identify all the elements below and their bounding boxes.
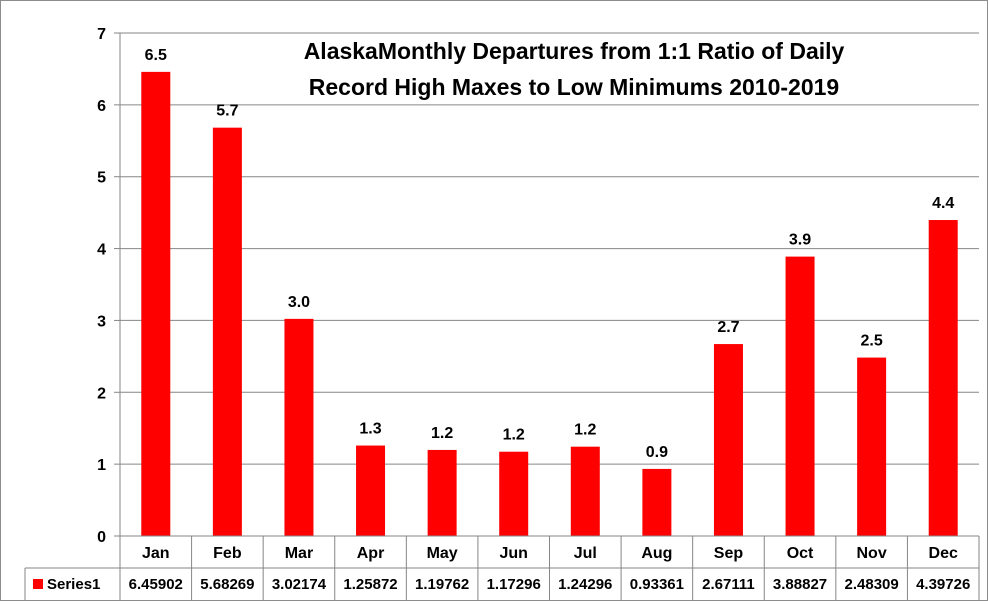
bar-nov (857, 357, 887, 536)
gridlines (120, 32, 979, 465)
table-value-cell: 3.88827 (773, 576, 827, 593)
chart-title-line-2: Record High Maxes to Low Minimums 2010-2… (309, 74, 839, 100)
bar-dec (928, 220, 958, 537)
category-label: Jul (574, 545, 597, 562)
table-value-cell: 6.45902 (129, 576, 183, 593)
bars (141, 71, 958, 537)
y-tick-label: 2 (97, 385, 106, 402)
data-label: 0.9 (646, 444, 668, 461)
category-label: Feb (213, 545, 242, 562)
data-label: 5.7 (216, 103, 238, 120)
chart-title: AlaskaMonthly Departures from 1:1 Ratio … (304, 38, 845, 100)
category-label: May (427, 545, 458, 562)
y-tick-label: 1 (97, 457, 106, 474)
bar-mar (284, 318, 314, 536)
y-tick-label: 4 (97, 242, 106, 259)
category-label: Jun (499, 545, 527, 562)
data-label: 2.7 (717, 319, 739, 336)
data-label: 1.2 (503, 427, 525, 444)
data-label: 1.2 (574, 422, 596, 439)
category-label: Mar (285, 545, 313, 562)
data-label: 4.4 (932, 195, 954, 212)
category-label: Oct (787, 545, 814, 562)
data-label: 6.5 (145, 47, 167, 64)
data-label: 1.2 (431, 425, 453, 442)
data-label: 2.5 (861, 333, 883, 350)
y-tick-label: 5 (97, 170, 106, 187)
table-value-cell: 1.24296 (558, 576, 612, 593)
table-value-cell: 1.19762 (415, 576, 469, 593)
category-label: Apr (357, 545, 385, 562)
data-label: 3.0 (288, 294, 310, 311)
bar-jun (499, 451, 529, 536)
legend-swatch (33, 579, 43, 589)
table-value-cell: 5.68269 (200, 576, 254, 593)
table-value-cell: 2.48309 (845, 576, 899, 593)
bar-apr (356, 445, 386, 536)
y-tick-label: 0 (97, 529, 106, 546)
category-label: Nov (857, 545, 887, 562)
table-value-cell: 4.39726 (916, 576, 970, 593)
bar-sep (713, 344, 743, 536)
data-labels: 6.5 5.7 3.0 1.3 1.2 1.2 1.2 0.9 2.7 3.9 2.5 4.4 (145, 47, 955, 461)
category-label: Sep (714, 545, 744, 562)
table-value-cell: 3.02174 (272, 576, 327, 593)
y-tick-label: 3 (97, 313, 106, 330)
category-label: Jan (142, 545, 170, 562)
bar-jul (570, 446, 600, 536)
data-label: 1.3 (359, 421, 381, 438)
chart-title-line-1: AlaskaMonthly Departures from 1:1 Ratio … (304, 38, 845, 64)
table-value-cell: 1.25872 (343, 576, 397, 593)
bar-feb (212, 127, 242, 536)
bar-oct (785, 256, 815, 536)
table-value-cell: 1.17296 (487, 576, 541, 593)
table-value-cell: 2.67111 (702, 576, 755, 593)
data-table: Jan 6.45902 Feb 5.68269 Mar 3.02174 Apr 1.25872… (24, 536, 980, 600)
y-tick-label: 6 (97, 98, 106, 115)
category-label: Aug (641, 545, 672, 562)
data-label: 3.9 (789, 232, 811, 249)
y-tick-label: 7 (97, 26, 106, 43)
bar-may (427, 449, 457, 536)
legend-series-name: Series1 (47, 576, 100, 593)
category-label: Dec (929, 545, 958, 562)
table-value-cell: 0.93361 (630, 576, 684, 593)
bar-jan (141, 71, 171, 536)
bar-aug (642, 468, 672, 536)
